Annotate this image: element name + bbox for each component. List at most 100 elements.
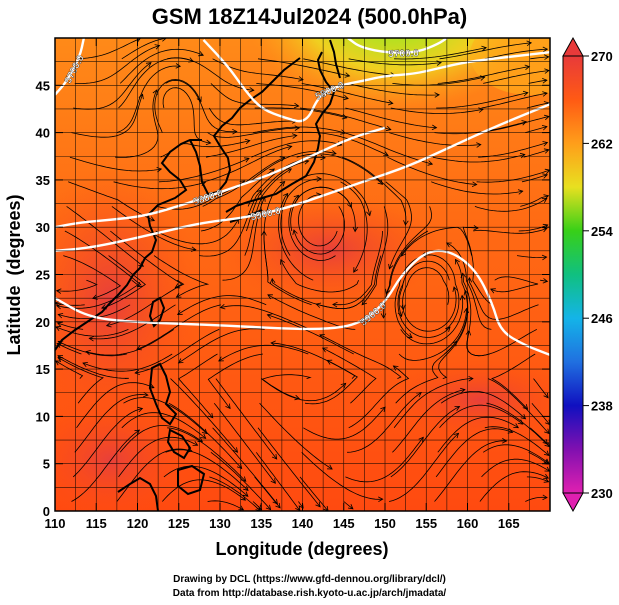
streamline-arrow (544, 68, 550, 74)
streamline (296, 153, 383, 185)
streamline-arrow (196, 96, 202, 103)
x-tick-label: 150 (374, 516, 396, 531)
streamline-arrow (542, 141, 549, 147)
streamline-arrow (57, 313, 64, 319)
streamline-arrow (520, 413, 527, 420)
coastline-sakhalin (329, 39, 341, 79)
y-tick-label: 25 (36, 268, 50, 283)
streamline-arrow (225, 403, 231, 410)
streamline (66, 206, 144, 267)
streamline-arrow (522, 90, 529, 97)
streamline (259, 402, 333, 470)
streamline (345, 107, 437, 129)
coastline-japan (225, 51, 336, 213)
streamline (116, 65, 181, 133)
streamline (254, 476, 281, 509)
streamline-arrow (344, 72, 351, 78)
streamline-arrow (517, 189, 524, 195)
streamline (58, 341, 127, 357)
streamline-arrow (385, 125, 392, 132)
streamline (210, 83, 299, 107)
coastlines (55, 39, 341, 511)
page-title: GSM 18Z14Jul2024 (500.0hPa) (151, 4, 468, 29)
streamline-arrow (315, 302, 322, 308)
streamline-arrow (286, 144, 293, 150)
streamline-arrow (279, 180, 286, 187)
streamline-arrow (377, 179, 384, 185)
streamline (468, 277, 539, 320)
streamline-arrow (543, 392, 549, 399)
streamline (361, 206, 389, 305)
streamline-arrow (476, 142, 482, 148)
streamline-arrow (327, 464, 333, 470)
streamline (340, 181, 368, 273)
streamline-arrow (316, 176, 322, 182)
axis-ticks (54, 38, 550, 512)
streamline-arrow (340, 382, 347, 389)
streamline (167, 57, 254, 91)
streamline (293, 186, 356, 232)
streamline (207, 127, 300, 138)
streamline (252, 501, 262, 510)
x-tick-label: 115 (86, 516, 107, 531)
streamline (115, 89, 159, 158)
streamline-arrow (294, 125, 301, 131)
streamline-arrow (238, 505, 245, 511)
streamline-arrow (134, 429, 141, 435)
streamline-arrow (541, 197, 548, 203)
streamline (76, 382, 155, 429)
streamline-arrow (542, 438, 549, 445)
streamline (319, 334, 402, 379)
streamline-arrow (175, 63, 182, 69)
y-tick-label: 0 (43, 504, 50, 519)
streamline-arrow (232, 128, 238, 135)
streamline (204, 145, 292, 183)
streamline (57, 357, 104, 404)
streamline-arrow (543, 148, 550, 154)
streamline-arrow (465, 329, 472, 336)
streamline (220, 305, 311, 330)
streamline (345, 437, 424, 483)
credit-drawing: Drawing by DCL (https://www.gfd-dennou.o… (173, 574, 446, 585)
streamline (154, 79, 202, 133)
streamline (516, 255, 547, 259)
streamline-arrow (244, 157, 250, 163)
streamline-arrow (543, 477, 550, 483)
streamline-arrow (453, 432, 460, 439)
coastline-mindanao (177, 464, 206, 496)
colorbar-bottom-arrow (562, 492, 584, 513)
streamline (526, 476, 549, 483)
streamline (525, 496, 548, 502)
streamline (540, 279, 548, 282)
streamline-arrow (543, 473, 550, 479)
y-tick-label: 5 (43, 457, 50, 472)
streamline (446, 242, 492, 330)
streamline-arrow (315, 501, 321, 508)
streamline (168, 402, 242, 469)
streamline (528, 79, 547, 84)
streamline (74, 45, 160, 84)
streamline (437, 66, 530, 84)
streamline (101, 255, 146, 309)
streamline-arrow (366, 210, 372, 217)
streamline-arrow (321, 347, 328, 353)
streamline (388, 132, 481, 146)
streamline (55, 302, 85, 306)
streamline (421, 254, 460, 330)
streamline-arrow (542, 78, 548, 84)
streamline-arrow (240, 476, 247, 482)
x-tick-label: 140 (292, 516, 314, 531)
colorbar-tick-label: 270 (591, 49, 613, 64)
contour-label: 5700.0 (388, 48, 419, 60)
x-tick-labels: 110 115 120 125 130 135 140 145 150 155 160 165 (45, 516, 520, 531)
streamline-arrow (542, 278, 549, 284)
streamline (121, 412, 206, 439)
streamline (257, 427, 321, 508)
streamline (261, 378, 346, 402)
streamline (199, 189, 262, 257)
streamline-arrow (541, 227, 548, 233)
streamline-arrow (291, 133, 298, 139)
streamline-arrow (332, 301, 338, 308)
streamline-arrow (543, 450, 550, 456)
streamline-arrow (454, 258, 460, 265)
